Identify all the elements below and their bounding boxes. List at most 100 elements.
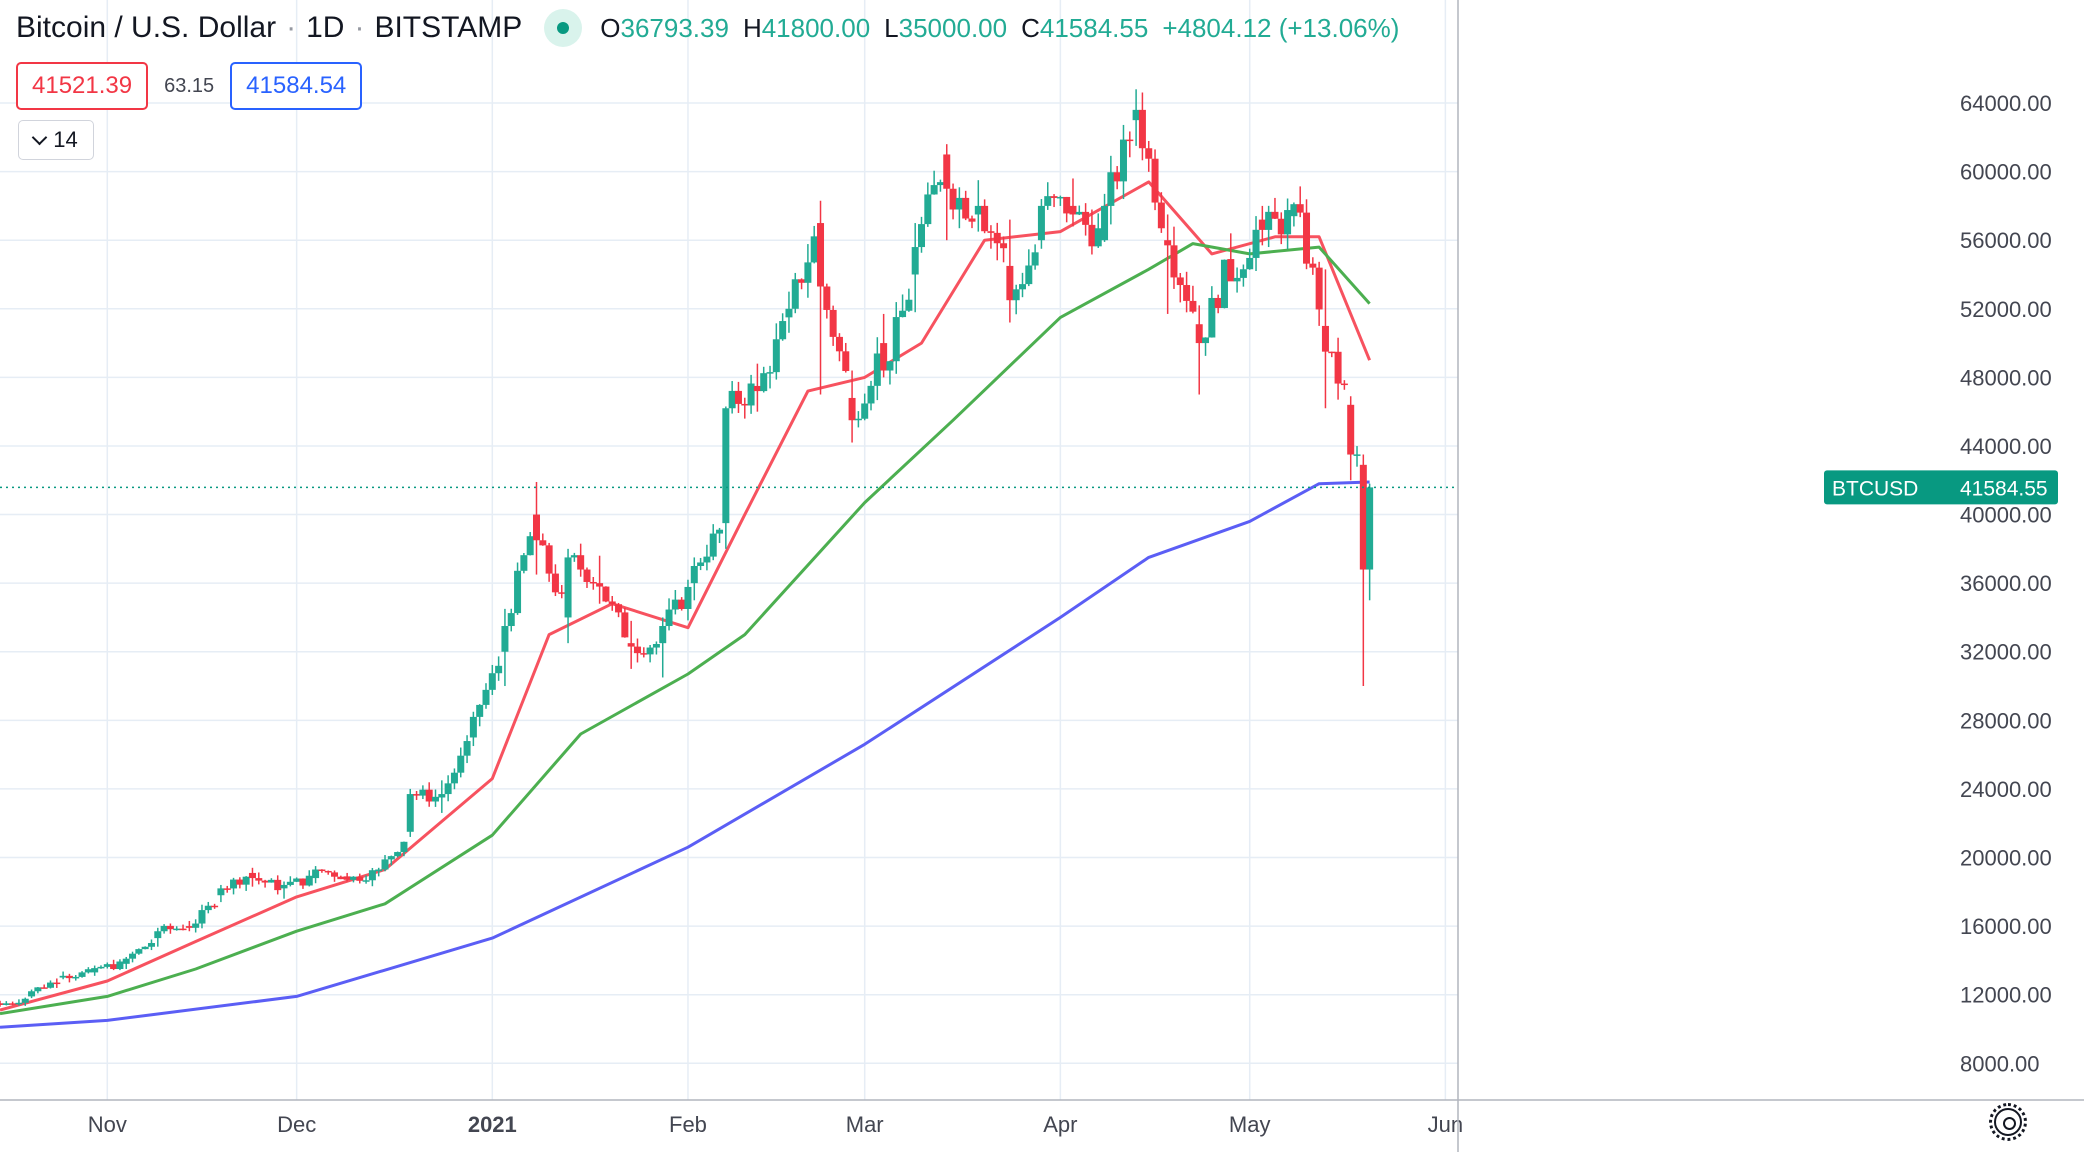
candle-body [1321,325,1329,352]
candle-body [179,928,187,931]
candle-body [432,796,440,802]
x-tick-label: Nov [88,1112,127,1137]
spread-value: 63.15 [164,74,215,97]
candle-body [1006,265,1014,301]
candle-body [1303,212,1311,264]
indicators-toggle-button[interactable]: 14 [18,120,94,160]
candle-body [1145,148,1153,159]
candle-body [1037,205,1045,241]
candle-body [368,870,376,881]
candle-body [659,626,667,644]
candle-body [766,372,774,374]
candle-body [1214,297,1222,308]
candle-body [375,869,383,872]
candle-body [2,1003,10,1005]
candle-body [1277,218,1285,235]
candle-body [558,592,566,594]
candle-body [116,961,124,969]
candle-body [539,540,547,546]
ma-mid-line [0,242,1371,1016]
candle-body [248,872,256,879]
symbol-name[interactable]: Bitcoin / U.S. Dollar [16,11,277,44]
candle-body [72,976,80,979]
candle-body [608,601,616,605]
ohlc-open: O36793.39 [600,13,729,44]
y-tick-label: 20000.00 [1960,846,2052,871]
candle-body [968,218,976,222]
candle-body [943,154,951,189]
x-tick-label: Apr [1043,1112,1077,1137]
candle-body [1113,172,1121,182]
candle-body [829,309,837,337]
candle-body [59,975,67,978]
candle-body [1340,383,1348,386]
candle-body [103,964,111,967]
buy-button[interactable]: 41584.54 [230,62,363,110]
y-tick-label: 12000.00 [1960,983,2052,1008]
candle-body [804,262,812,283]
candle-body [652,644,660,648]
x-tick-label: May [1229,1112,1271,1137]
candle-body [1056,196,1064,199]
candle-body [419,789,427,796]
candle-body [690,566,698,584]
candle-body [1195,324,1203,344]
candle-body [400,841,408,853]
y-tick-label: 16000.00 [1960,914,2052,939]
candle-body [955,197,963,210]
y-tick-label: 28000.00 [1960,708,2052,733]
candle-body [331,872,339,877]
candles [0,89,1374,1007]
legend-separator: · [286,11,297,44]
candle-body [223,888,231,890]
sell-button[interactable]: 41521.39 [16,62,149,110]
candle-body [899,310,907,318]
candle-body [1183,285,1191,301]
candle-body [596,583,604,587]
open-key: O [600,12,621,43]
candle-body [646,647,654,655]
candle-body [911,247,919,275]
candle-body [349,876,357,880]
close-key: C [1021,12,1040,43]
candle-body [741,403,749,406]
y-tick-label: 44000.00 [1960,434,2052,459]
candle-body [438,794,446,798]
candle-body [1189,300,1197,312]
candle-body [1101,205,1109,241]
candle-body [343,876,351,880]
ohlc-close: C41584.55 [1021,13,1148,44]
candle-body [1220,259,1228,308]
candle-body [621,612,629,638]
candle-body [545,545,553,574]
candle-body [1107,172,1115,206]
candle-body [387,856,395,860]
candle-body [211,905,219,908]
candle-body [1265,211,1273,230]
candle-body [1000,243,1008,249]
candle-body [173,928,181,931]
candle-body [1239,269,1247,278]
candle-body [842,351,850,372]
interval-label[interactable]: 1D [306,11,345,44]
candle-body [930,185,938,195]
candle-body [293,878,301,882]
candle-body [255,878,263,881]
ohlc-low: L35000.00 [884,13,1007,44]
chart-grid [0,0,1458,1100]
candle-body [141,946,149,950]
candle-body [337,876,345,880]
candle-body [147,943,155,947]
candle-body [987,231,995,233]
last-price-value: 41584.55 [1960,477,2048,500]
y-tick-label: 32000.00 [1960,640,2052,665]
y-tick-label: 40000.00 [1960,503,2052,528]
candle-body [1176,277,1184,286]
gear-icon[interactable] [1989,1103,2027,1141]
x-tick-label: Feb [669,1112,707,1137]
candle-body [1157,202,1165,229]
candle-body [697,562,705,566]
candle-body [671,599,679,610]
moving-averages [0,180,1371,1029]
